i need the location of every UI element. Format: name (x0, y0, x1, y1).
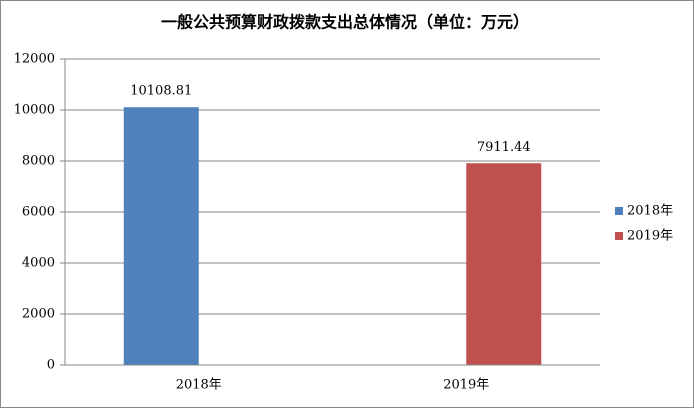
y-tick-label: 10000 (14, 103, 55, 118)
y-tick-label: 6000 (22, 205, 55, 220)
y-tick-label: 8000 (22, 154, 55, 169)
y-tick-label: 0 (47, 358, 55, 373)
data-label: 10108.81 (130, 84, 192, 99)
legend-label: 2019年 (627, 229, 673, 244)
legend-swatch (615, 232, 623, 240)
legend-label: 2018年 (627, 204, 673, 219)
legend-swatch (615, 207, 623, 215)
y-tick-label: 12000 (14, 52, 55, 67)
y-tick-label: 4000 (22, 256, 55, 271)
data-label: 7911.44 (477, 140, 531, 155)
chart-title: 一般公共预算财政拨款支出总体情况（单位：万元） (161, 13, 529, 32)
x-tick-label: 2018年 (176, 378, 222, 393)
bar (123, 107, 199, 365)
bar (466, 163, 542, 365)
y-tick-label: 2000 (22, 307, 55, 322)
x-tick-label: 2019年 (443, 378, 489, 393)
